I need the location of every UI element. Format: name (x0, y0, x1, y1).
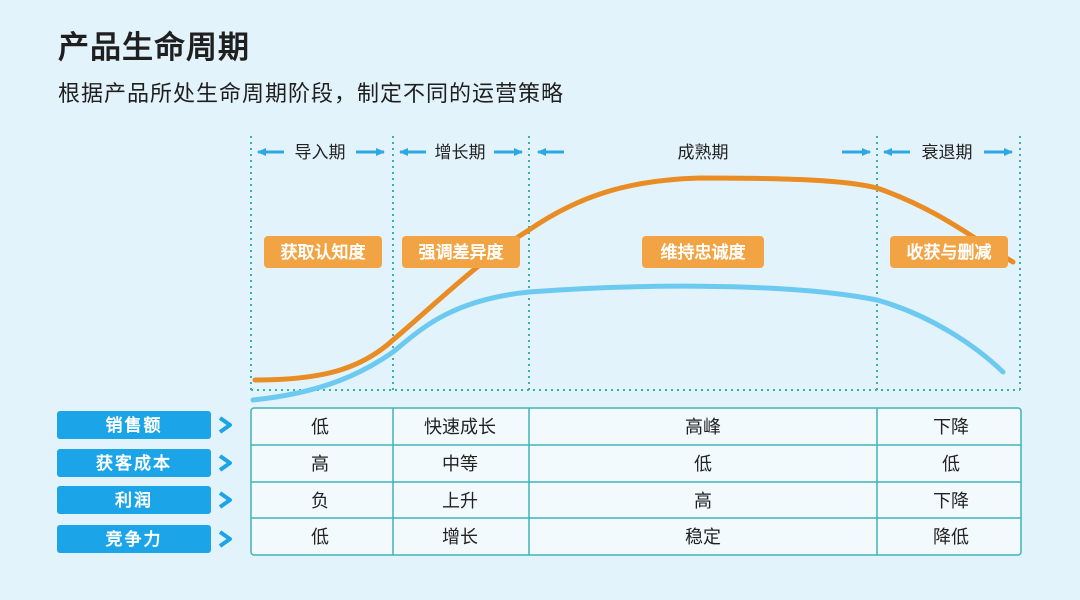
page-subtitle: 根据产品所处生命周期阶段，制定不同的运营策略 (58, 82, 565, 107)
table-cell: 增长 (442, 527, 478, 548)
table-cell: 高 (311, 454, 329, 475)
metric-label-pill (57, 486, 211, 514)
table-cell: 低 (311, 527, 329, 548)
metric-label: 获客成本 (96, 453, 172, 474)
strategy-badge-label: 收获与删减 (907, 242, 992, 263)
orange-curve (252, 175, 1016, 383)
blue-curve (250, 283, 1006, 403)
metric-labels: 销售额 获客成本 利润 竞争力 (57, 411, 232, 553)
table-cell: 快速成长 (424, 417, 496, 438)
page-title: 产品生命周期 (58, 30, 250, 66)
metric-label-pill (57, 525, 211, 553)
chevron-right-icon (218, 491, 232, 509)
stage-label: 增长期 (435, 143, 486, 163)
metric-label-pill (57, 411, 211, 439)
chevron-right-icon (218, 530, 232, 548)
table-cell: 下降 (933, 491, 969, 512)
stage-dividers (250, 136, 1021, 391)
table-cell: 高 (694, 491, 712, 512)
table-cell: 上升 (442, 491, 478, 512)
table-cell: 中等 (442, 454, 478, 475)
strategy-badge (264, 236, 382, 268)
metric-label: 销售额 (106, 415, 163, 436)
strategy-badge-label: 强调差异度 (419, 242, 505, 263)
strategy-badge-label: 维持忠诚度 (661, 242, 747, 263)
table-cell: 降低 (933, 527, 969, 548)
strategy-badge (642, 236, 764, 268)
table-cell: 低 (311, 417, 329, 438)
chevron-right-icon (218, 416, 232, 434)
stage-label: 衰退期 (922, 143, 973, 163)
metric-label-pill (57, 449, 211, 477)
table-row: 高 中等 低 低 (311, 454, 960, 475)
metric-label: 竞争力 (106, 529, 163, 550)
table-row: 负 上升 高 下降 (311, 491, 969, 512)
metrics-table (250, 407, 1022, 556)
metric-label: 利润 (115, 490, 153, 511)
strategy-badge (402, 236, 520, 268)
stage-label: 导入期 (295, 143, 346, 163)
table-row: 低 快速成长 高峰 下降 (311, 417, 969, 438)
stage-label: 成熟期 (678, 142, 729, 163)
table-row: 低 增长 稳定 降低 (311, 527, 969, 548)
table-cell: 负 (311, 491, 329, 512)
strategy-badge (890, 236, 1008, 268)
table-cell: 高峰 (685, 417, 721, 438)
table-cell: 稳定 (685, 527, 721, 548)
table-cell: 低 (694, 454, 712, 475)
chevron-right-icon (218, 454, 232, 472)
table-cell: 低 (942, 454, 960, 475)
strategy-badge-label: 获取认知度 (281, 242, 367, 263)
table-cell: 下降 (933, 417, 969, 438)
